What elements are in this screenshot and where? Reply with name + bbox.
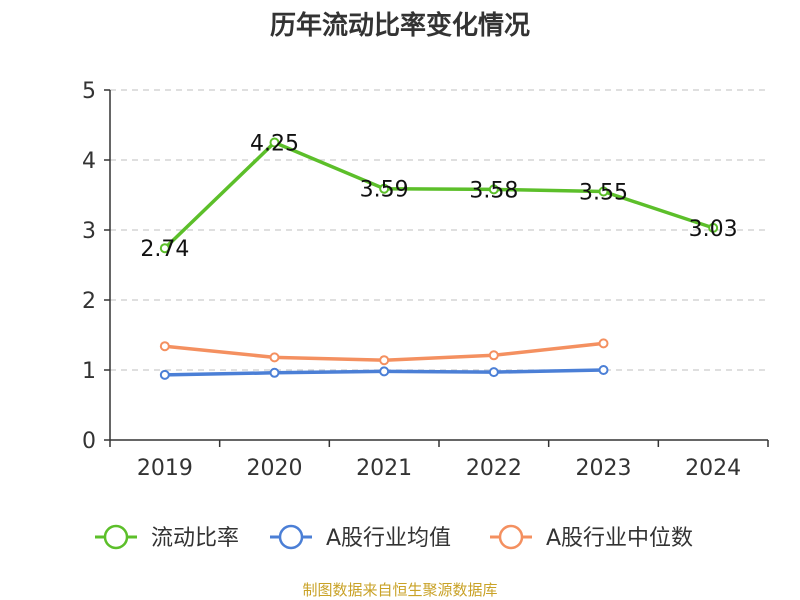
series-2 <box>159 365 609 380</box>
y-tick-label: 3 <box>82 219 96 244</box>
data-point <box>488 184 499 195</box>
data-point <box>159 243 170 254</box>
legend-marker <box>278 524 304 550</box>
data-point <box>269 367 280 378</box>
series-3 <box>159 338 609 366</box>
data-point <box>488 367 499 378</box>
data-point <box>159 341 170 352</box>
legend-label: A股行业中位数 <box>546 526 693 551</box>
legend-label: A股行业均值 <box>326 526 451 551</box>
series-1 <box>159 137 719 254</box>
data-point <box>598 365 609 375</box>
data-point <box>159 369 170 380</box>
data-point <box>379 355 390 366</box>
data-labels: 2.74 4.25 3.59 3.58 3.55 3.03 <box>140 132 737 263</box>
x-tick-label: 2021 <box>356 456 412 481</box>
legend-item: A股行业中位数 <box>490 524 693 551</box>
data-point <box>598 186 609 197</box>
data-point <box>488 350 499 361</box>
y-tick-label: 1 <box>82 359 96 384</box>
legend: 流动比率 A股行业均值 A股行业中位数 <box>95 524 693 551</box>
series-line <box>163 140 715 250</box>
data-label: 3.03 <box>689 217 738 242</box>
data-point <box>598 338 609 349</box>
y-tick-label: 5 <box>82 79 96 104</box>
data-label: 3.55 <box>579 181 628 206</box>
data-label: 3.59 <box>360 178 409 203</box>
x-tick-label: 2019 <box>137 456 193 481</box>
x-tick-label: 2020 <box>247 456 303 481</box>
y-tick-label: 4 <box>82 149 96 174</box>
data-label: 4.25 <box>250 132 299 157</box>
x-tick-label: 2022 <box>466 456 522 481</box>
legend-marker <box>498 524 524 550</box>
legend-item: A股行业均值 <box>270 524 451 551</box>
data-point <box>379 366 390 377</box>
data-point <box>708 222 719 233</box>
chart-title: 历年流动比率变化情况 <box>270 10 530 41</box>
data-point <box>269 137 280 148</box>
series-group <box>159 137 719 380</box>
legend-label: 流动比率 <box>151 526 239 551</box>
grid-lines <box>110 89 768 371</box>
legend-marker <box>103 524 129 550</box>
x-tick-label: 2024 <box>685 456 741 481</box>
legend-item: 流动比率 <box>95 524 239 551</box>
x-tick-label: 2023 <box>576 456 632 481</box>
data-source-note: 制图数据来自恒生聚源数据库 <box>302 581 497 599</box>
data-point <box>379 183 390 194</box>
axes: 0 1 2 3 4 5 2019 2020 2021 2022 2023 2024 <box>82 79 769 481</box>
data-label: 2.74 <box>140 237 189 262</box>
y-tick-label: 0 <box>82 429 96 454</box>
y-tick-label: 2 <box>82 289 96 314</box>
data-point <box>269 352 280 363</box>
data-label: 3.58 <box>469 178 518 203</box>
